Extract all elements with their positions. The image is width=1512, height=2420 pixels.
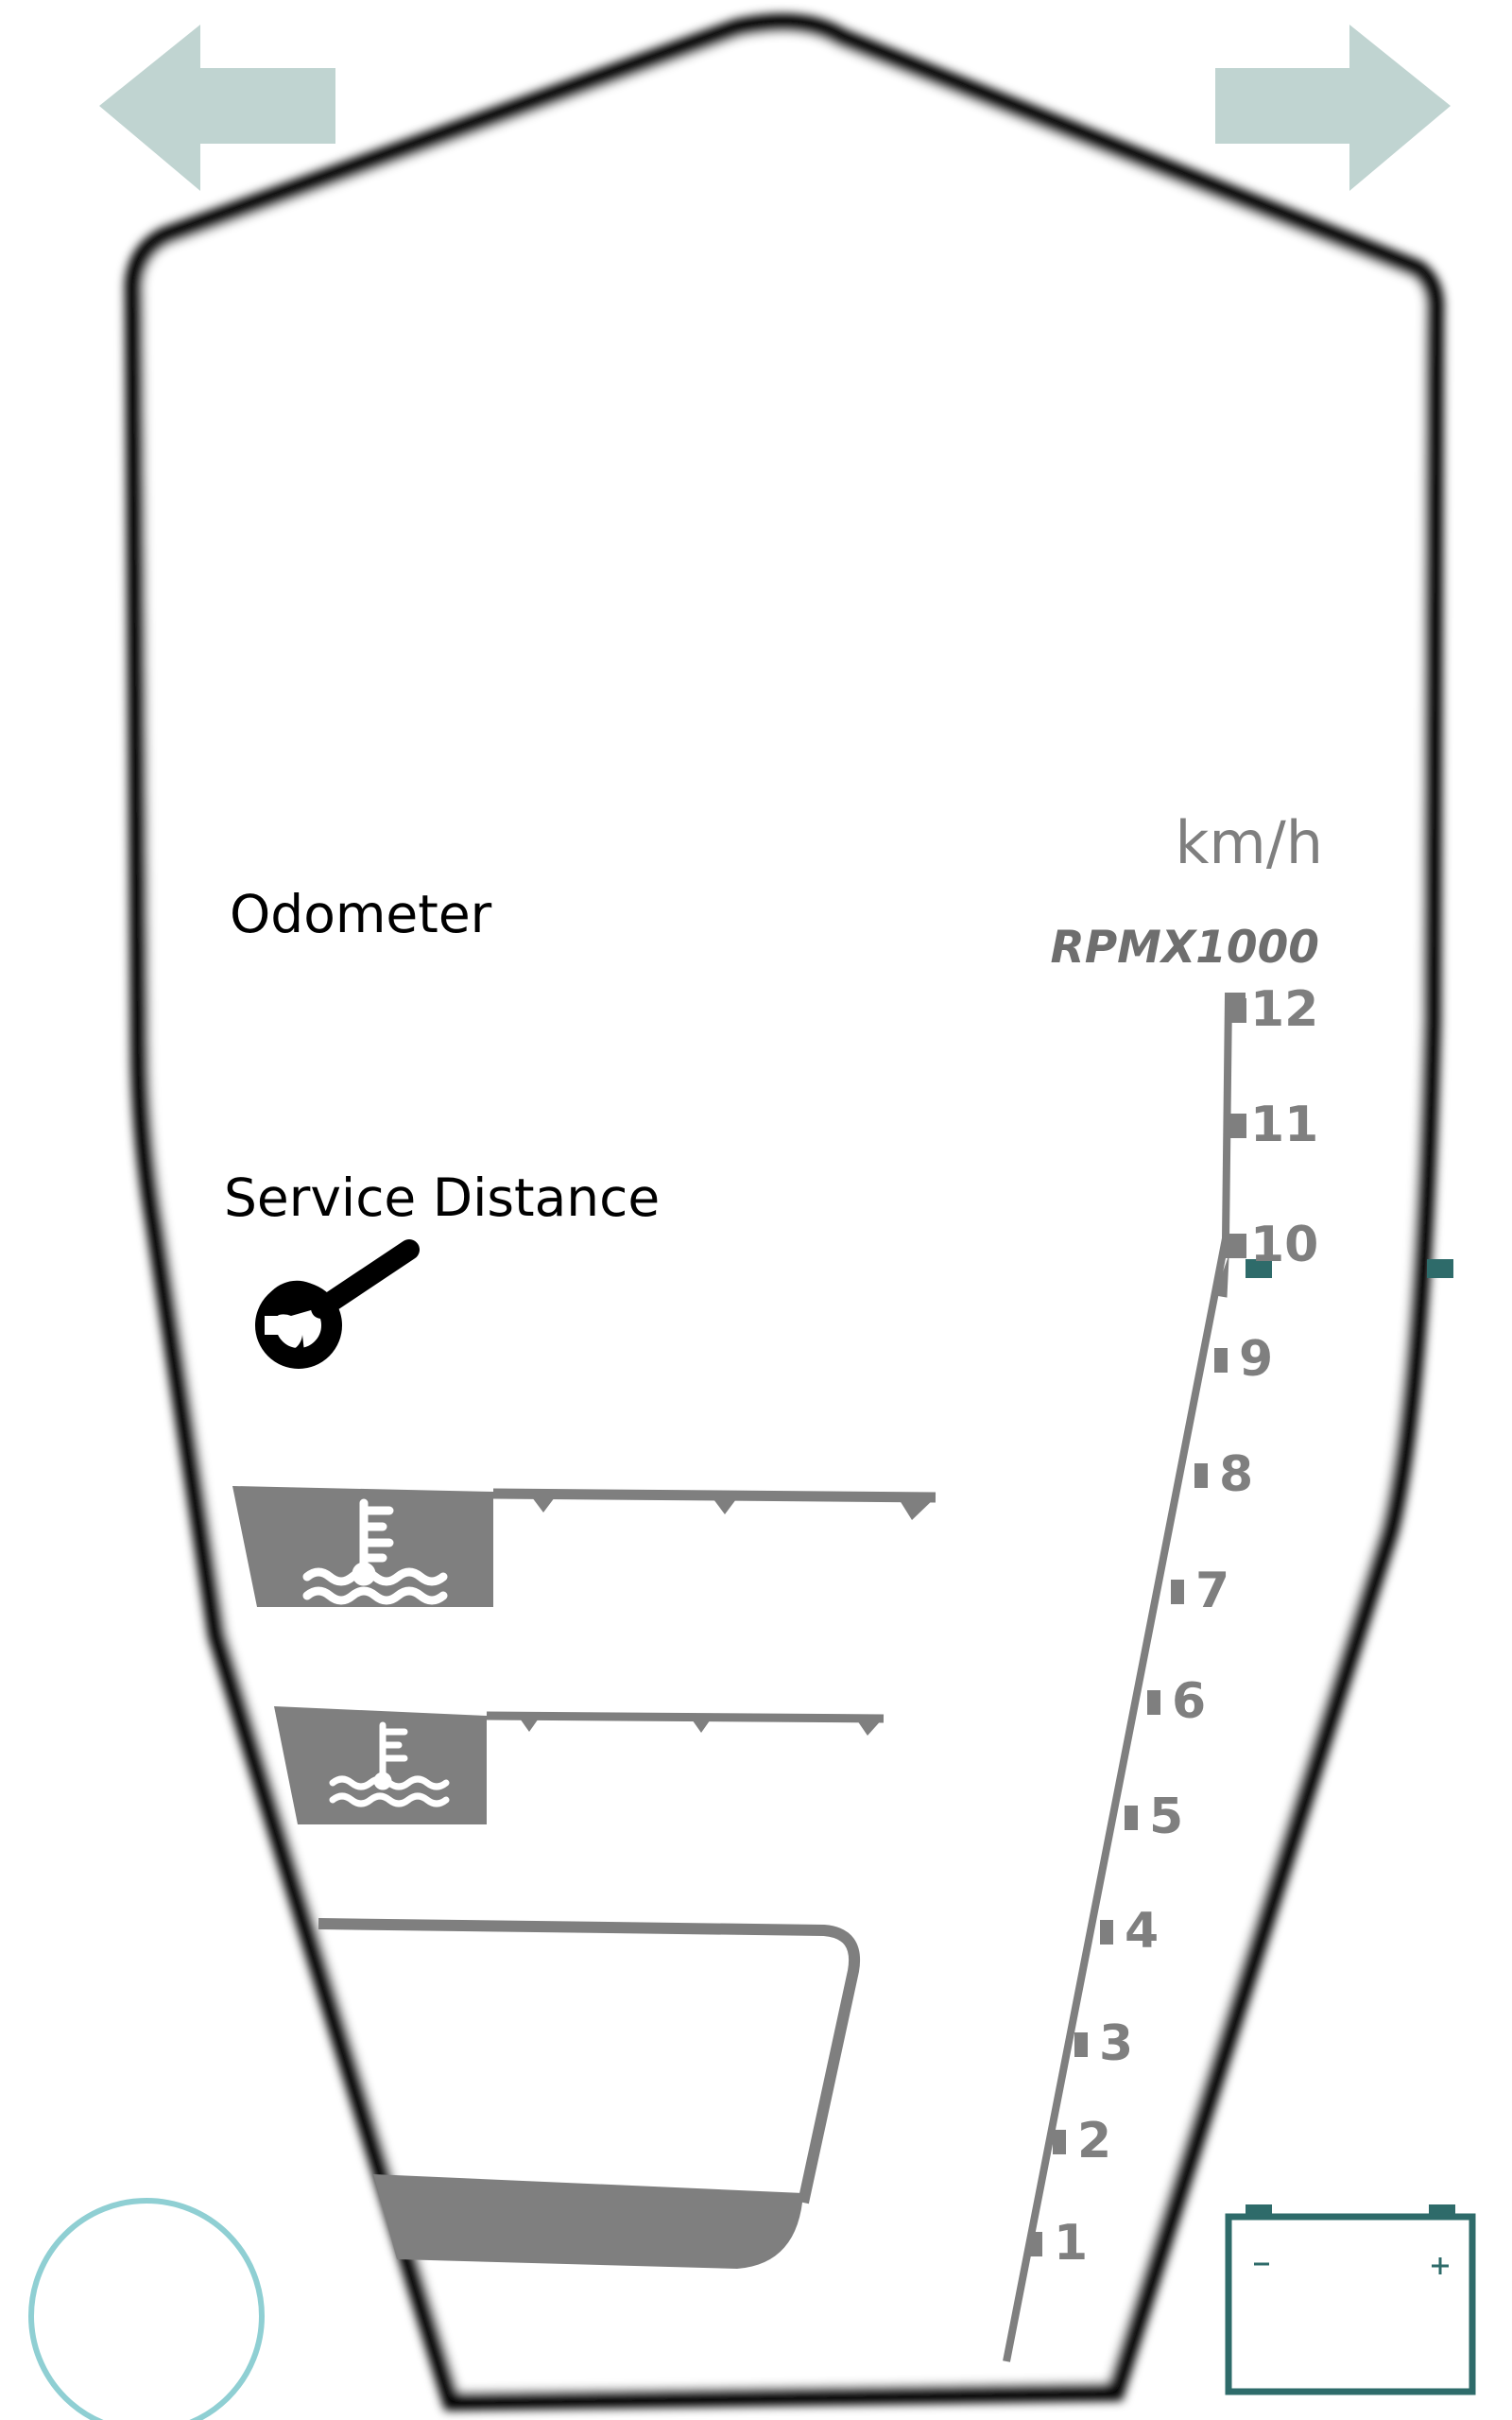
rpm-tick-label-9: 9 [1239, 1331, 1273, 1388]
rpm-tick-3 [1074, 2032, 1088, 2057]
circle-indicator-icon [31, 2201, 262, 2420]
rpm-tick-1 [1029, 2232, 1042, 2256]
odometer-label: Odometer [230, 884, 491, 944]
rpm-tick-12 [1226, 998, 1246, 1023]
arrow-left-icon[interactable] [99, 25, 335, 191]
rpm-tick-label-1: 1 [1054, 2215, 1088, 2272]
rpm-tick-label-10: 10 [1250, 1217, 1318, 1273]
rpm-tick-label-8: 8 [1219, 1446, 1253, 1503]
speed-unit: km/h [1176, 808, 1323, 877]
rpm-tick-4 [1100, 1920, 1113, 1945]
service-distance-label: Service Distance [224, 1167, 660, 1228]
rpm-tick-11 [1226, 1114, 1246, 1138]
rpm-tick-label-6: 6 [1172, 1673, 1206, 1730]
rpm-tick-label-2: 2 [1077, 2113, 1111, 2169]
rpm-tick-label-5: 5 [1149, 1789, 1183, 1845]
rpm-unit: RPMX1000 [1051, 922, 1319, 974]
rpm-tick-label-7: 7 [1195, 1563, 1229, 1619]
rpm-tick-7 [1171, 1580, 1184, 1604]
rpm-tick-label-3: 3 [1099, 2015, 1133, 2072]
rpm-tick-label-11: 11 [1250, 1097, 1318, 1153]
rpm-tick-10 [1226, 1234, 1246, 1258]
rpm-tick-label-4: 4 [1125, 1903, 1159, 1960]
rpm-tick-label-12: 12 [1250, 981, 1318, 1038]
arrow-right-icon[interactable] [1215, 25, 1451, 191]
rpm-tick-8 [1194, 1463, 1208, 1488]
rpm-tick-2 [1053, 2130, 1066, 2154]
rpm-tick-5 [1125, 1806, 1138, 1830]
rpm-tick-9 [1214, 1348, 1228, 1373]
rpm-tick-6 [1147, 1690, 1160, 1715]
